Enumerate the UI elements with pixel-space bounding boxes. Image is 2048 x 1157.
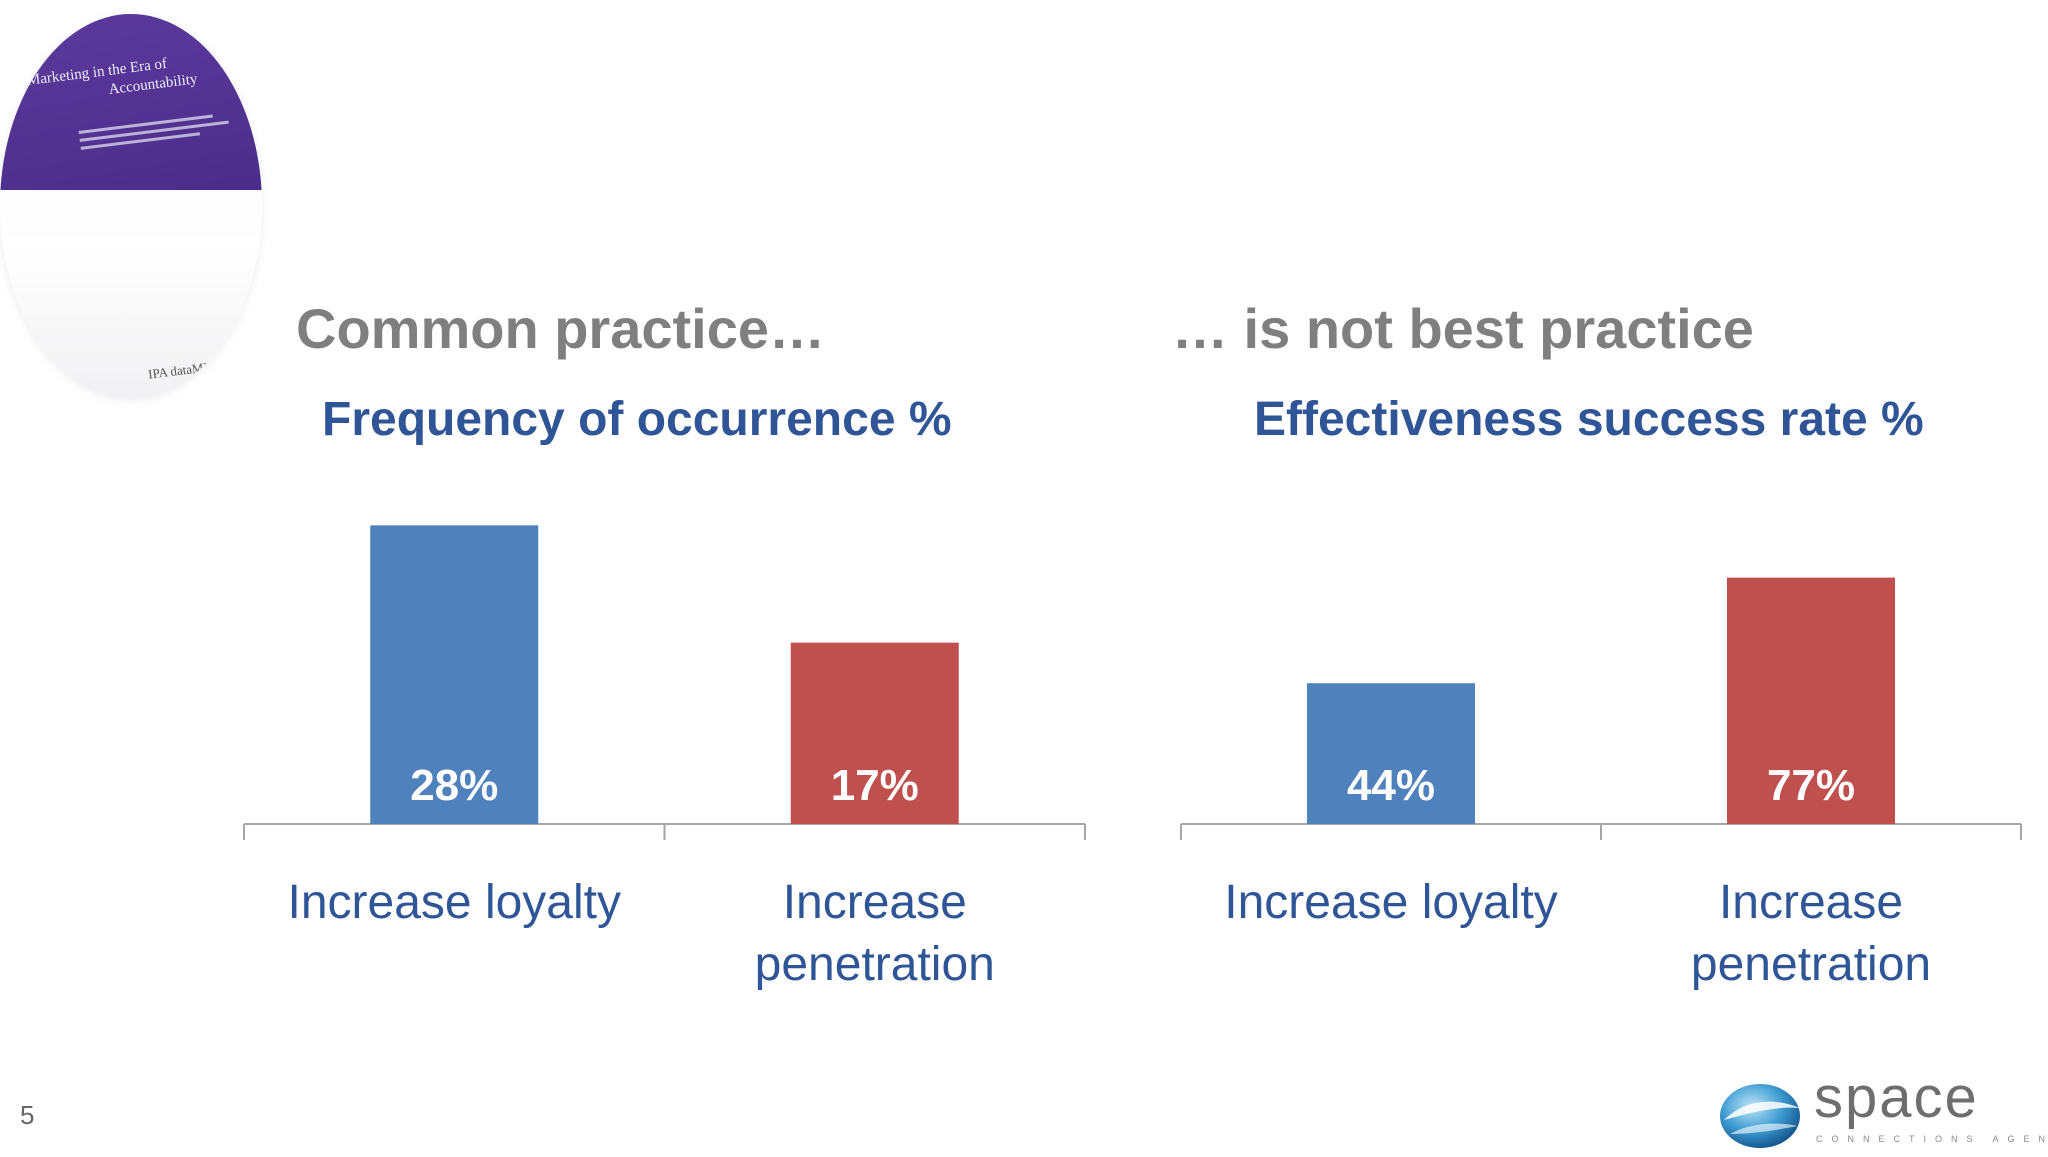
data-label: 17% <box>831 761 919 810</box>
book-cover-image: Marketing in the Era of Accountability I… <box>0 14 262 398</box>
heading-common-practice: Common practice… <box>296 297 825 360</box>
data-label: 44% <box>1347 761 1435 810</box>
bar <box>370 525 539 824</box>
chart-title-effectiveness: Effectiveness success rate % <box>1254 393 1924 446</box>
bar <box>1727 577 1895 824</box>
book-cover-band <box>0 14 262 190</box>
logo-tagline: CONNECTIONS AGENCY <box>1816 1134 2048 1144</box>
data-label: 28% <box>410 761 498 810</box>
bar <box>1307 683 1475 824</box>
page-number: 5 <box>20 1100 35 1130</box>
chart-title-frequency: Frequency of occurrence % <box>322 393 952 446</box>
data-label: 77% <box>1767 761 1855 810</box>
category-label: Increase loyalty <box>1224 876 1558 929</box>
swirl-globe-icon <box>1720 1084 1800 1148</box>
bar <box>790 642 959 824</box>
logo-wordmark: space <box>1814 1065 1979 1130</box>
category-label: Increase penetration <box>1691 876 1931 991</box>
space-logo: space CONNECTIONS AGENCY <box>1716 1065 2048 1152</box>
category-label: Increase loyalty <box>288 876 622 929</box>
category-label: Increase penetration <box>755 876 995 991</box>
heading-not-best-practice: … is not best practice <box>1172 297 1754 360</box>
